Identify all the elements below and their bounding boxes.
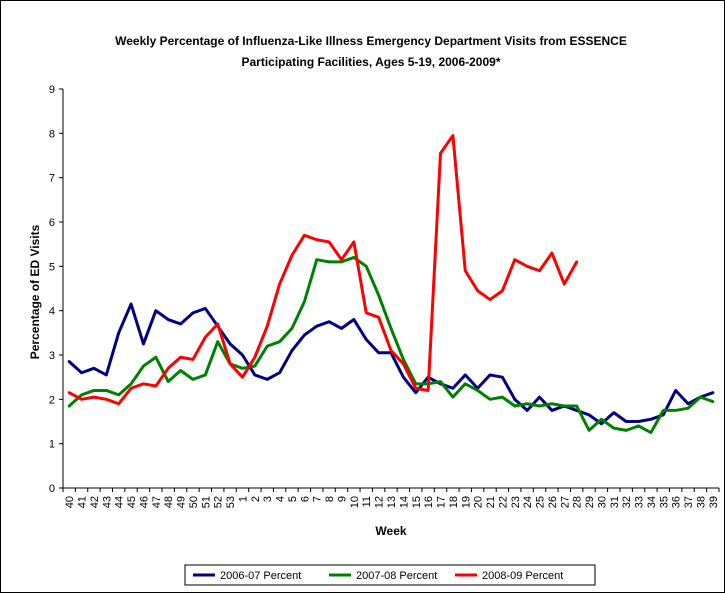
x-tick-label: 4 [275, 496, 287, 502]
x-tick-label: 2 [250, 496, 262, 502]
x-tick-label: 51 [200, 496, 212, 508]
x-tick-label: 30 [596, 496, 608, 508]
x-tick-label: 23 [510, 496, 522, 508]
legend-label: 2006-07 Percent [220, 570, 301, 582]
x-tick-label: 50 [188, 496, 200, 508]
series-line-2007-08-percent [69, 257, 713, 432]
chart-title-line-2: Participating Facilities, Ages 5-19, 200… [241, 55, 500, 69]
x-tick-label: 19 [460, 496, 472, 508]
y-tick-label: 9 [49, 84, 55, 96]
x-tick-label: 24 [522, 496, 534, 508]
series-lines [69, 136, 713, 433]
x-tick-label: 13 [386, 496, 398, 508]
x-tick-label: 5 [287, 496, 299, 502]
x-tick-label: 43 [101, 496, 113, 508]
x-tick-label: 28 [572, 496, 584, 508]
x-tick-label: 17 [436, 496, 448, 508]
x-tick-label: 18 [448, 496, 460, 508]
x-tick-label: 44 [114, 496, 126, 508]
y-tick-label: 8 [49, 128, 55, 140]
legend: 2006-07 Percent 2007-08 Percent 2008-09 Pe… [185, 565, 595, 585]
x-tick-label: 29 [584, 496, 596, 508]
legend-label: 2007-08 Percent [356, 570, 437, 582]
x-tick-label: 14 [398, 496, 410, 508]
x-tick-label: 26 [547, 496, 559, 508]
x-tick-label: 36 [671, 496, 683, 508]
x-tick-label: 22 [497, 496, 509, 508]
x-tick-label: 37 [683, 496, 695, 508]
x-tick-label: 33 [634, 496, 646, 508]
x-tick-label: 52 [213, 496, 225, 508]
series-line-2006-07-percent [69, 304, 713, 424]
x-tick-label: 21 [485, 496, 497, 508]
x-tick-label: 39 [708, 496, 720, 508]
x-tick-label: 46 [138, 496, 150, 508]
y-axis-label: Percentage of ED Visits [28, 224, 42, 359]
y-tick-label: 7 [49, 173, 55, 185]
x-tick-label: 47 [151, 496, 163, 508]
x-tick-label: 31 [609, 496, 621, 508]
x-tick-label: 8 [324, 496, 336, 502]
x-tick-label: 11 [361, 496, 373, 507]
y-tick-label: 6 [49, 217, 55, 229]
x-tick-label: 3 [262, 496, 274, 502]
x-axis-label: Week [375, 524, 406, 538]
x-tick-label: 40 [64, 496, 76, 508]
x-tick-label: 41 [77, 496, 89, 508]
y-tick-label: 0 [49, 483, 55, 495]
x-tick-label: 15 [411, 496, 423, 508]
x-tick-label: 1 [237, 496, 249, 502]
x-tick-label: 10 [349, 496, 361, 508]
y-tick-label: 4 [49, 306, 55, 318]
x-tick-label: 49 [176, 496, 188, 508]
x-tick-label: 48 [163, 496, 175, 508]
legend-label: 2008-09 Percent [482, 570, 563, 582]
x-tick-label: 6 [299, 496, 311, 502]
x-tick-label: 35 [658, 496, 670, 508]
y-tick-label: 5 [49, 261, 55, 273]
x-tick-label: 27 [559, 496, 571, 508]
y-tick-label: 3 [49, 350, 55, 362]
x-tick-label: 16 [423, 496, 435, 508]
x-tick-label: 34 [646, 496, 658, 508]
x-tick-label: 42 [89, 496, 101, 508]
y-tick-label: 1 [49, 439, 55, 451]
x-tick-label: 38 [695, 496, 707, 508]
x-tick-label: 12 [374, 496, 386, 508]
y-tick-label: 2 [49, 394, 55, 406]
x-tick-label: 32 [621, 496, 633, 508]
x-tick-label: 9 [336, 496, 348, 502]
x-tick-label: 53 [225, 496, 237, 508]
x-tick-label: 20 [473, 496, 485, 508]
x-tick-label: 45 [126, 496, 138, 508]
x-tick-label: 7 [312, 496, 324, 502]
chart-title-line-1: Weekly Percentage of Influenza-Like Illn… [115, 34, 627, 48]
x-tick-label: 25 [535, 496, 547, 508]
